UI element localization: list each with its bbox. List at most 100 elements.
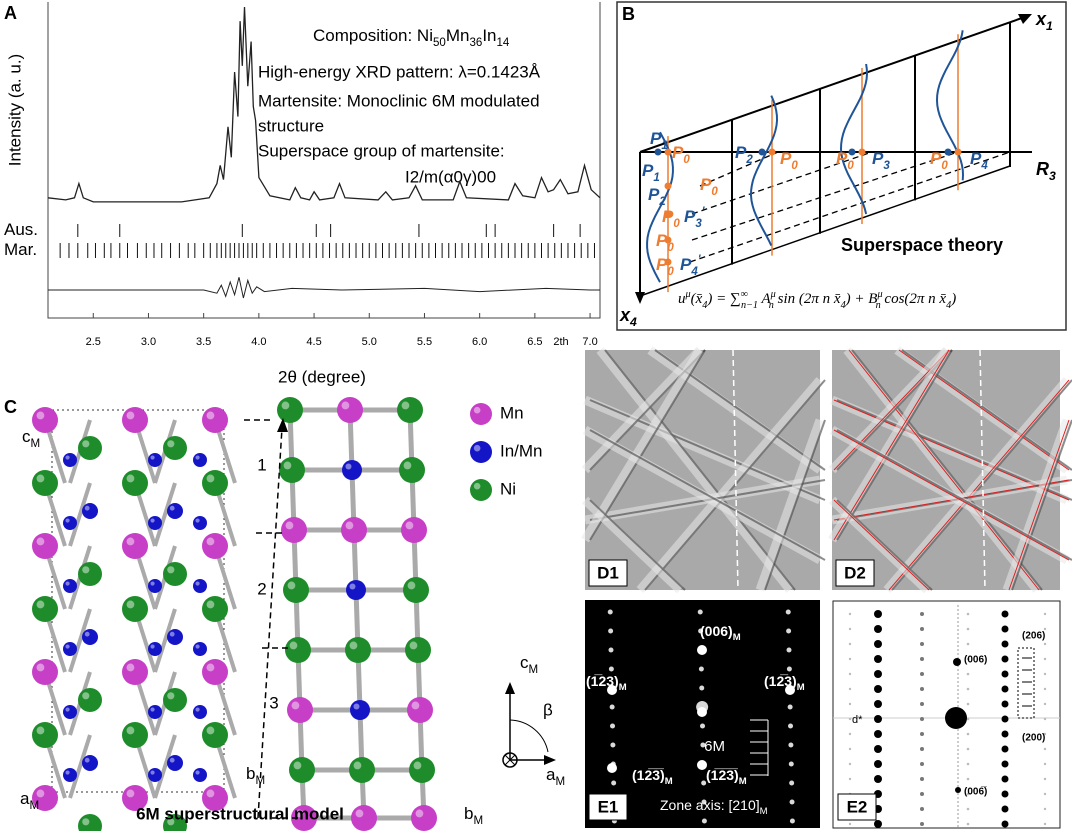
diffraction-spot xyxy=(874,775,882,783)
diffraction-spot xyxy=(966,672,970,676)
atom-body xyxy=(285,637,311,663)
formula-part: n xyxy=(876,300,881,311)
atom-shine xyxy=(126,537,135,546)
diffraction-spot xyxy=(1001,760,1009,768)
atom-body xyxy=(78,688,102,712)
atom-body xyxy=(193,705,207,719)
point-label: P0 xyxy=(656,255,674,278)
formula-part: 4 xyxy=(702,300,707,311)
atom-shine xyxy=(291,701,300,710)
reflection-label-part: M xyxy=(665,776,673,787)
atom-body xyxy=(403,577,429,603)
atom-body xyxy=(193,768,207,782)
axis-label-part: R xyxy=(1036,159,1049,179)
axis-label: cM xyxy=(22,427,40,450)
point-label-part: 3 xyxy=(695,218,702,230)
point-label-part: 0 xyxy=(667,266,674,278)
diffraction-spot xyxy=(1043,627,1047,631)
atom-body xyxy=(407,697,433,723)
diffraction-spot xyxy=(966,777,970,781)
diffraction-spot xyxy=(920,732,924,736)
period-arrow xyxy=(257,427,283,819)
diffraction-spot xyxy=(874,655,882,663)
atom-body xyxy=(32,470,58,496)
arrow-head xyxy=(505,682,515,694)
atom-body xyxy=(163,436,187,460)
point-label-part: P xyxy=(656,231,668,250)
axis-label-part: a xyxy=(20,789,30,808)
atom-shine xyxy=(349,583,356,590)
atom-shine xyxy=(65,455,70,460)
beta-arc xyxy=(509,719,549,753)
kikuchi-edge xyxy=(836,429,1072,561)
diffraction-spot xyxy=(966,762,970,766)
diffraction-spot xyxy=(789,799,795,805)
atom-shine xyxy=(195,581,200,586)
atom-body xyxy=(167,755,183,771)
composition-part: 14 xyxy=(497,37,510,49)
atom-body xyxy=(78,562,102,586)
x-tick-label: 2.5 xyxy=(86,336,101,348)
point-label: P3 xyxy=(872,149,890,172)
atom-body xyxy=(122,659,148,685)
atom-shine xyxy=(84,505,90,511)
label-box xyxy=(588,793,628,821)
point-label: P1 xyxy=(642,161,660,184)
diffraction-spot xyxy=(700,723,706,729)
point xyxy=(664,148,672,156)
panel-label: D1 xyxy=(597,563,619,582)
diffraction-spot xyxy=(1043,657,1047,661)
axis-label-part: c xyxy=(22,427,31,446)
legend-label: In/Mn xyxy=(500,441,543,460)
arrow-head xyxy=(544,755,556,765)
atom-shine xyxy=(401,401,410,410)
reflection-label: (206) xyxy=(1022,631,1045,642)
diffraction-spot xyxy=(966,747,970,751)
caption: 6M superstructural model xyxy=(136,804,344,823)
point xyxy=(954,148,962,156)
diffraction-spot xyxy=(874,640,882,648)
point-label-part: P xyxy=(735,143,747,162)
axis-label-part: c xyxy=(520,653,529,672)
y-axis-label: Intensity (a. u.) xyxy=(5,54,24,166)
point-label: P1 xyxy=(650,129,668,152)
diffraction-spot xyxy=(700,742,706,748)
atom-body xyxy=(148,579,162,593)
diffraction-spot xyxy=(874,730,882,738)
formula-part: 4 xyxy=(946,300,951,311)
point-label-part: P xyxy=(872,149,884,168)
reflection-label-part: (006) xyxy=(700,623,733,639)
atom-shine xyxy=(281,401,290,410)
diffraction-spot xyxy=(697,609,703,615)
axis-label-part: 1 xyxy=(1046,19,1053,33)
diffraction-spot xyxy=(966,657,970,661)
diffraction-spot xyxy=(920,687,924,691)
diffraction-spot xyxy=(608,666,614,672)
point-label-part: ' xyxy=(702,206,706,218)
kikuchi-edge xyxy=(764,419,826,591)
projection-line xyxy=(689,151,1011,263)
point-label-part: P xyxy=(970,149,982,168)
reflection-label: (1̅23)M xyxy=(586,673,627,693)
reflection-label-part: M xyxy=(797,682,805,693)
diffraction-spot xyxy=(609,704,615,710)
atom-body xyxy=(82,629,98,645)
indexed-line xyxy=(888,379,1070,591)
point-label: P2 xyxy=(648,185,666,208)
kikuchi-band xyxy=(596,347,794,593)
atom-body xyxy=(349,757,375,783)
atom-shine xyxy=(126,474,135,483)
axis-label-part: 3 xyxy=(1049,169,1056,183)
projection-line xyxy=(699,151,779,187)
atom-body xyxy=(341,517,367,543)
legend-label: Mn xyxy=(500,403,524,422)
x-tick-label: 7.0 xyxy=(582,336,597,348)
axis-label: bM xyxy=(464,804,483,827)
diffraction-spot xyxy=(1001,805,1009,813)
diffraction-spot xyxy=(608,647,614,653)
diffraction-spot xyxy=(1043,687,1047,691)
atom-body xyxy=(409,757,435,783)
diffraction-spot xyxy=(874,745,882,753)
zone-axis: Zone axis: [210]M xyxy=(660,797,768,817)
atom-body xyxy=(63,453,77,467)
